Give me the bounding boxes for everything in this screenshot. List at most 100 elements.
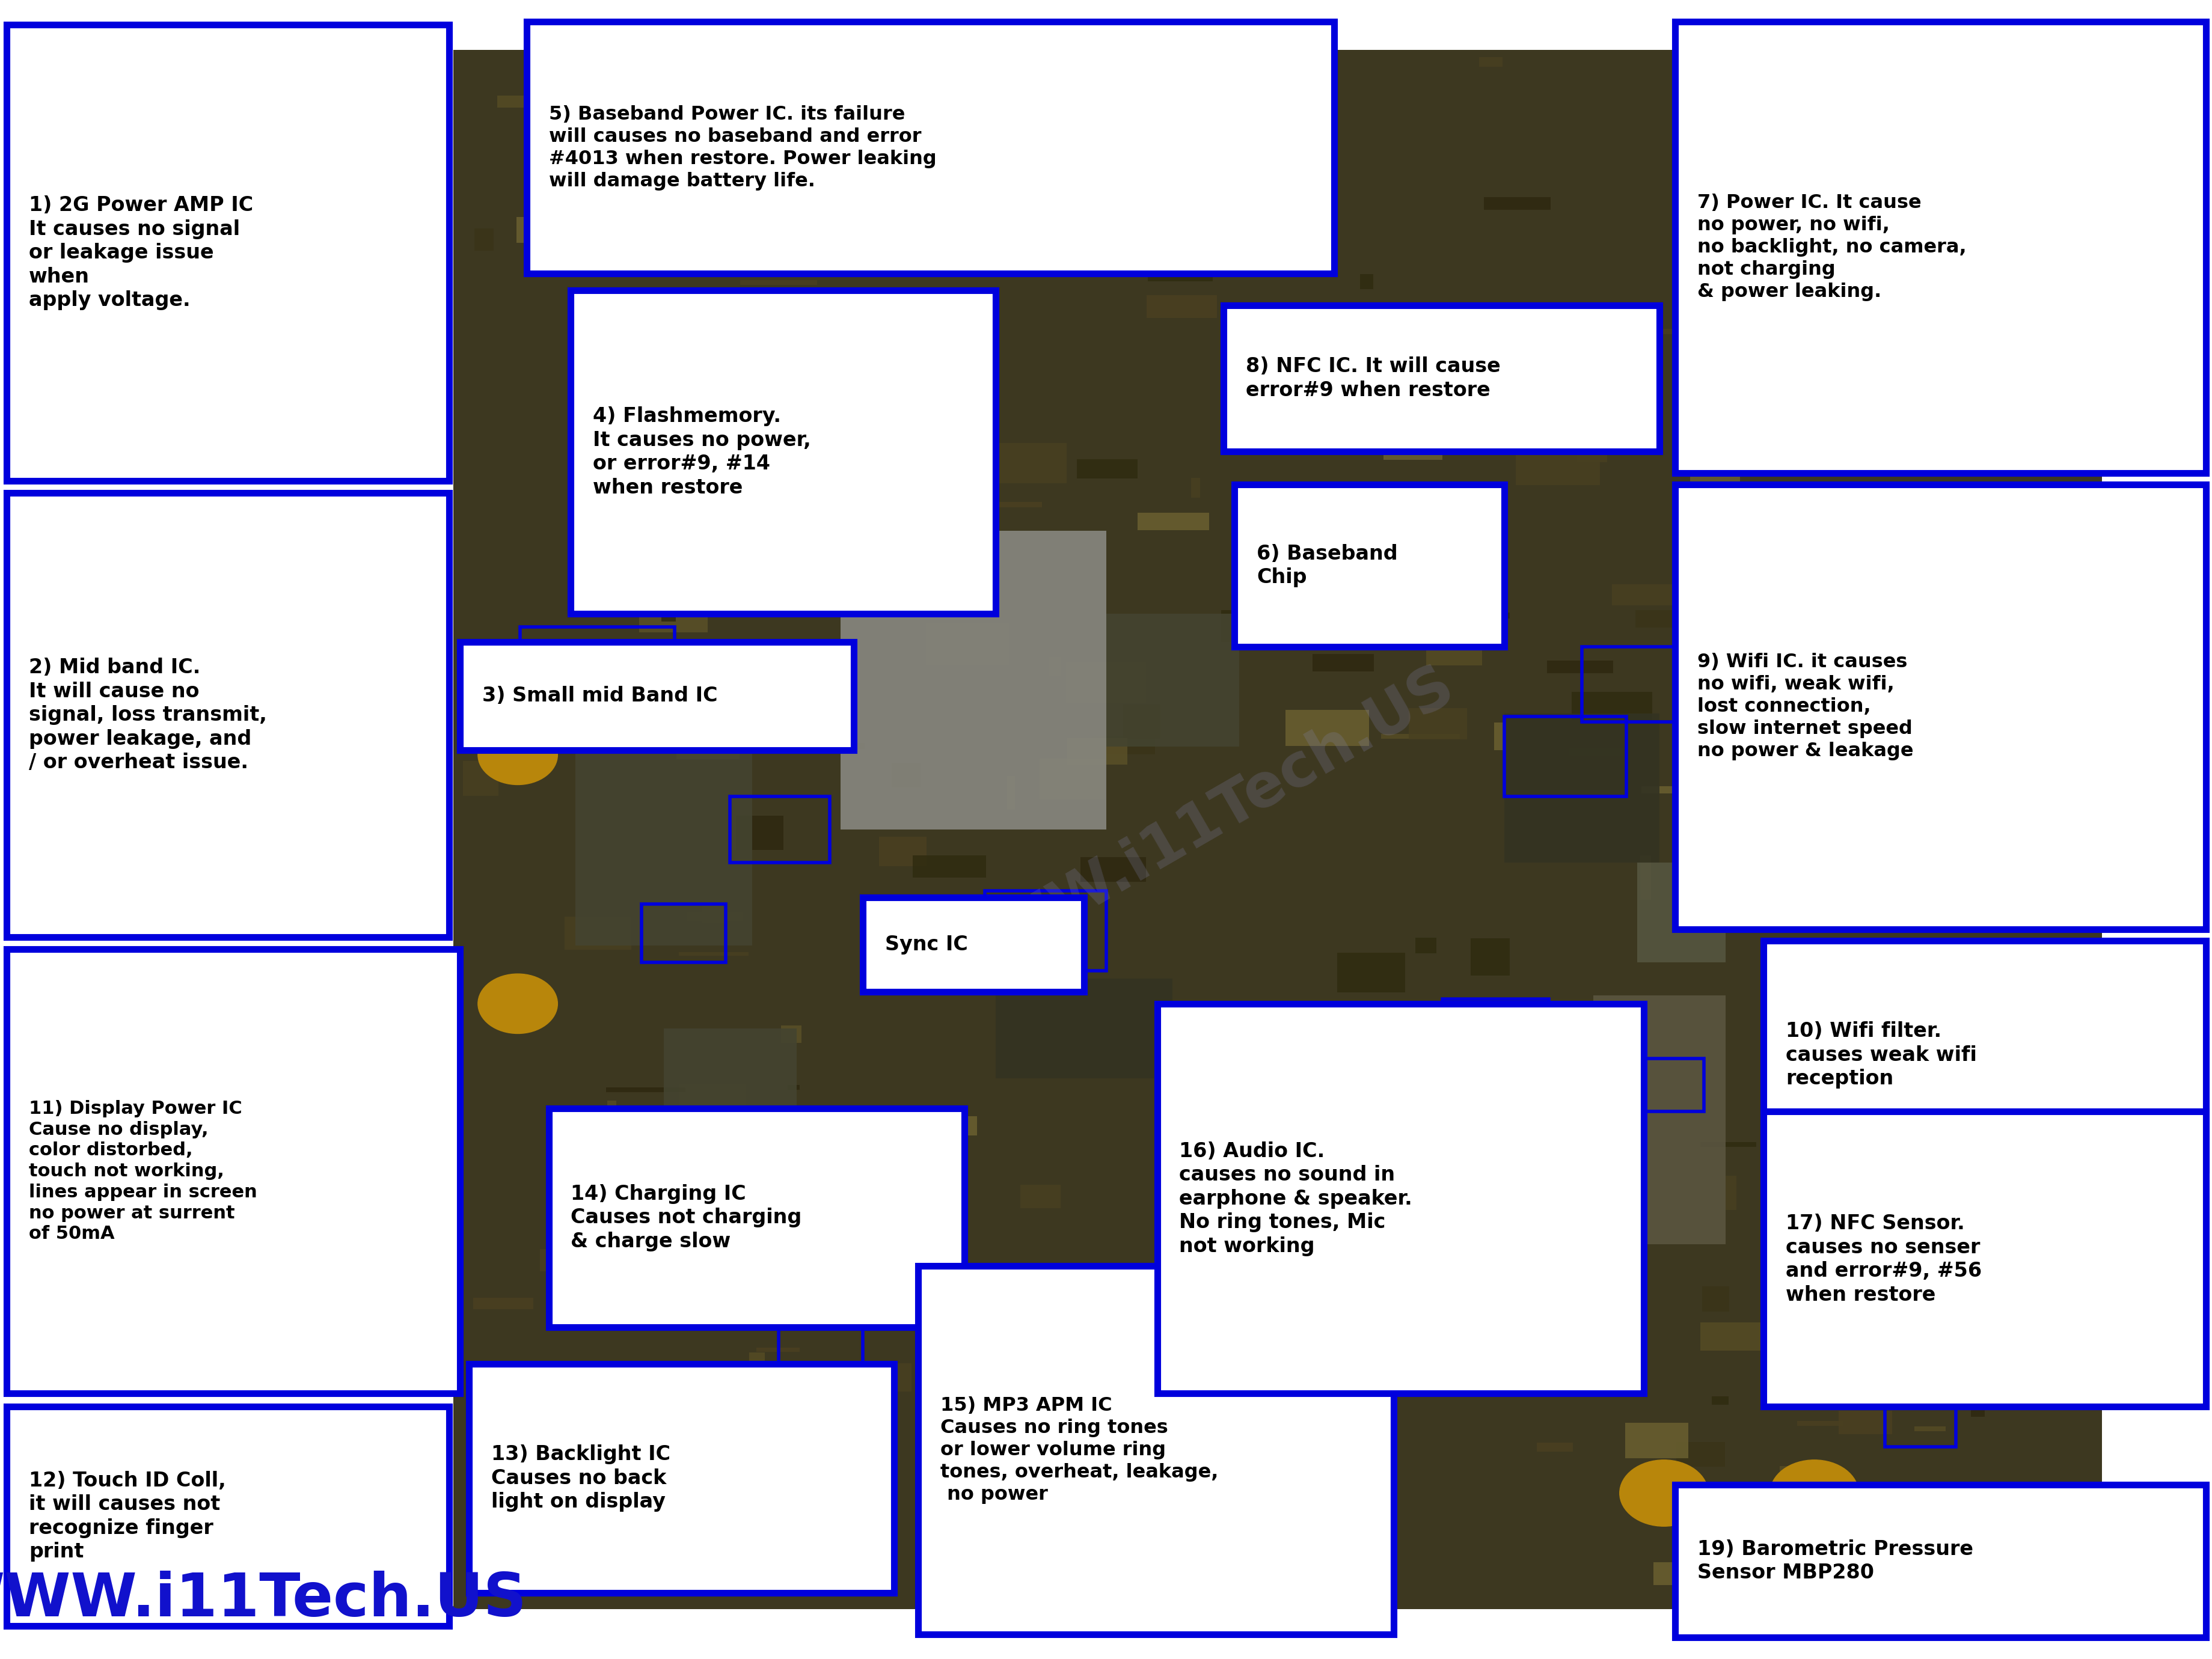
FancyBboxPatch shape bbox=[469, 1364, 894, 1593]
FancyBboxPatch shape bbox=[2044, 697, 2112, 712]
FancyBboxPatch shape bbox=[1066, 738, 1126, 765]
FancyBboxPatch shape bbox=[1626, 1423, 1688, 1458]
FancyBboxPatch shape bbox=[1416, 937, 1436, 954]
FancyBboxPatch shape bbox=[768, 677, 779, 713]
FancyBboxPatch shape bbox=[1843, 367, 1880, 398]
FancyBboxPatch shape bbox=[1699, 1176, 1736, 1211]
FancyBboxPatch shape bbox=[1312, 654, 1374, 672]
FancyBboxPatch shape bbox=[1471, 939, 1509, 975]
FancyBboxPatch shape bbox=[1975, 551, 2031, 586]
FancyBboxPatch shape bbox=[1971, 1372, 1984, 1417]
FancyBboxPatch shape bbox=[2051, 1090, 2059, 1110]
FancyBboxPatch shape bbox=[2020, 1186, 2090, 1218]
FancyBboxPatch shape bbox=[1677, 664, 1717, 703]
FancyBboxPatch shape bbox=[1336, 952, 1405, 992]
FancyBboxPatch shape bbox=[677, 740, 739, 760]
FancyBboxPatch shape bbox=[1712, 1397, 1728, 1405]
FancyBboxPatch shape bbox=[1537, 1443, 1573, 1452]
FancyBboxPatch shape bbox=[1637, 863, 1725, 962]
FancyBboxPatch shape bbox=[1796, 1422, 1843, 1425]
FancyBboxPatch shape bbox=[1475, 1277, 1515, 1317]
FancyBboxPatch shape bbox=[728, 536, 734, 552]
Text: Sync IC: Sync IC bbox=[885, 936, 967, 954]
FancyBboxPatch shape bbox=[1893, 538, 1911, 577]
FancyBboxPatch shape bbox=[1562, 345, 1586, 358]
FancyBboxPatch shape bbox=[613, 541, 668, 577]
FancyBboxPatch shape bbox=[745, 679, 785, 713]
FancyBboxPatch shape bbox=[1133, 149, 1144, 171]
FancyBboxPatch shape bbox=[1694, 700, 1723, 707]
FancyBboxPatch shape bbox=[531, 1548, 538, 1563]
FancyBboxPatch shape bbox=[1891, 1040, 1944, 1072]
FancyBboxPatch shape bbox=[1991, 1564, 2057, 1601]
FancyBboxPatch shape bbox=[526, 22, 1334, 274]
FancyBboxPatch shape bbox=[1577, 451, 1606, 461]
FancyBboxPatch shape bbox=[7, 1407, 449, 1626]
FancyBboxPatch shape bbox=[1234, 484, 1504, 647]
FancyBboxPatch shape bbox=[1701, 1286, 1730, 1312]
FancyBboxPatch shape bbox=[1425, 345, 1473, 357]
FancyBboxPatch shape bbox=[1002, 1267, 1044, 1309]
FancyBboxPatch shape bbox=[1674, 22, 2205, 473]
FancyBboxPatch shape bbox=[1701, 1322, 1778, 1350]
FancyBboxPatch shape bbox=[1148, 264, 1212, 282]
FancyBboxPatch shape bbox=[929, 1120, 940, 1133]
FancyBboxPatch shape bbox=[2000, 738, 2068, 770]
FancyBboxPatch shape bbox=[995, 979, 1172, 1078]
FancyBboxPatch shape bbox=[807, 1201, 841, 1223]
FancyBboxPatch shape bbox=[1705, 406, 1767, 428]
FancyBboxPatch shape bbox=[2011, 995, 2037, 1017]
FancyBboxPatch shape bbox=[768, 148, 792, 182]
FancyBboxPatch shape bbox=[1234, 1543, 1265, 1558]
FancyBboxPatch shape bbox=[1982, 1143, 2059, 1175]
FancyBboxPatch shape bbox=[1916, 144, 1947, 178]
FancyBboxPatch shape bbox=[1079, 858, 1146, 881]
FancyBboxPatch shape bbox=[1964, 604, 2011, 629]
FancyBboxPatch shape bbox=[1652, 1563, 1734, 1584]
FancyBboxPatch shape bbox=[2090, 1340, 2152, 1379]
FancyBboxPatch shape bbox=[858, 576, 896, 606]
FancyBboxPatch shape bbox=[1409, 708, 1467, 740]
FancyBboxPatch shape bbox=[498, 96, 560, 108]
FancyBboxPatch shape bbox=[1997, 1360, 2044, 1367]
Text: 4) Flashmemory.
It causes no power,
or error#9, #14
when restore: 4) Flashmemory. It causes no power, or e… bbox=[593, 406, 812, 498]
FancyBboxPatch shape bbox=[7, 949, 460, 1394]
FancyBboxPatch shape bbox=[1905, 785, 1975, 815]
FancyBboxPatch shape bbox=[1688, 201, 1703, 211]
FancyBboxPatch shape bbox=[661, 612, 677, 622]
FancyBboxPatch shape bbox=[1613, 584, 1692, 606]
FancyBboxPatch shape bbox=[750, 1352, 765, 1397]
FancyBboxPatch shape bbox=[1708, 284, 1774, 317]
FancyBboxPatch shape bbox=[1166, 1357, 1179, 1392]
Text: 16) Audio IC.
causes no sound in
earphone & speaker.
No ring tones, Mic
not work: 16) Audio IC. causes no sound in earphon… bbox=[1179, 1141, 1411, 1256]
FancyBboxPatch shape bbox=[695, 489, 737, 498]
FancyBboxPatch shape bbox=[987, 1355, 1055, 1375]
FancyBboxPatch shape bbox=[575, 747, 752, 946]
FancyBboxPatch shape bbox=[863, 898, 1084, 992]
FancyBboxPatch shape bbox=[582, 1387, 602, 1404]
Circle shape bbox=[1770, 1460, 1858, 1526]
FancyBboxPatch shape bbox=[606, 1102, 615, 1113]
FancyBboxPatch shape bbox=[1502, 1286, 1517, 1319]
FancyBboxPatch shape bbox=[914, 856, 987, 878]
FancyBboxPatch shape bbox=[688, 912, 743, 921]
FancyBboxPatch shape bbox=[1407, 1186, 1440, 1214]
Text: 2) Mid band IC.
It will cause no
signal, loss transmit,
power leakage, and
/ or : 2) Mid band IC. It will cause no signal,… bbox=[29, 657, 268, 773]
FancyBboxPatch shape bbox=[1077, 460, 1137, 479]
FancyBboxPatch shape bbox=[473, 1297, 533, 1309]
FancyBboxPatch shape bbox=[1263, 1314, 1316, 1350]
FancyBboxPatch shape bbox=[858, 81, 933, 111]
Text: 12) Touch ID Coll,
it will causes not
recognize finger
print: 12) Touch ID Coll, it will causes not re… bbox=[29, 1472, 226, 1561]
Text: 8) NFC IC. It will cause
error#9 when restore: 8) NFC IC. It will cause error#9 when re… bbox=[1245, 357, 1500, 400]
FancyBboxPatch shape bbox=[1106, 614, 1239, 747]
FancyBboxPatch shape bbox=[1398, 1037, 1427, 1078]
FancyBboxPatch shape bbox=[1942, 1080, 1973, 1087]
FancyBboxPatch shape bbox=[1274, 166, 1283, 182]
FancyBboxPatch shape bbox=[7, 25, 449, 481]
Text: 9) Wifi IC. it causes
no wifi, weak wifi,
lost connection,
slow internet speed
n: 9) Wifi IC. it causes no wifi, weak wifi… bbox=[1697, 654, 1913, 760]
FancyBboxPatch shape bbox=[2039, 1145, 2068, 1158]
FancyBboxPatch shape bbox=[571, 290, 995, 614]
FancyBboxPatch shape bbox=[659, 1550, 706, 1558]
FancyBboxPatch shape bbox=[526, 1531, 573, 1553]
FancyBboxPatch shape bbox=[1157, 1004, 1644, 1394]
